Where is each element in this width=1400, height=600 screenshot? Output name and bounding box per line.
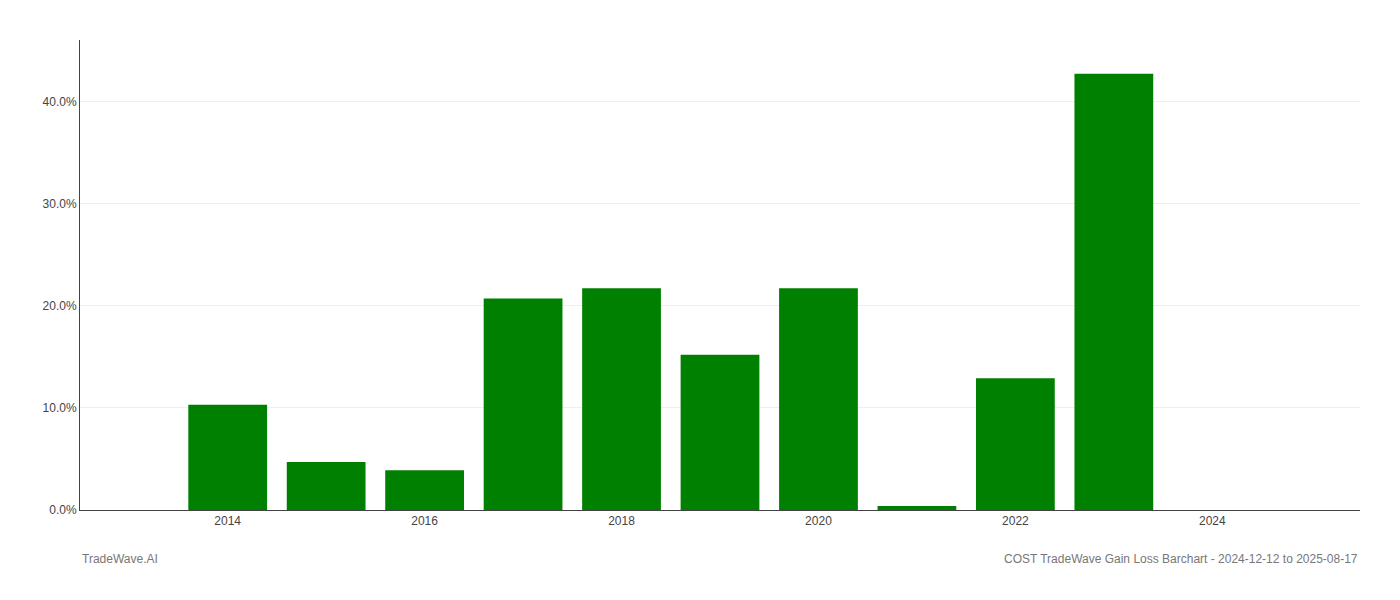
svg-text:2020: 2020 (805, 514, 832, 528)
svg-text:2022: 2022 (1002, 514, 1029, 528)
svg-text:TradeWave.AI: TradeWave.AI (82, 552, 158, 566)
svg-text:2024: 2024 (1199, 514, 1226, 528)
svg-text:COST TradeWave Gain Loss Barch: COST TradeWave Gain Loss Barchart - 2024… (1004, 552, 1358, 566)
svg-text:2018: 2018 (608, 514, 635, 528)
svg-text:40.0%: 40.0% (43, 95, 77, 109)
svg-text:10.0%: 10.0% (43, 401, 77, 415)
svg-text:2014: 2014 (214, 514, 241, 528)
svg-text:2016: 2016 (411, 514, 438, 528)
svg-text:0.0%: 0.0% (49, 503, 77, 517)
svg-text:30.0%: 30.0% (43, 197, 77, 211)
svg-text:20.0%: 20.0% (43, 299, 77, 313)
